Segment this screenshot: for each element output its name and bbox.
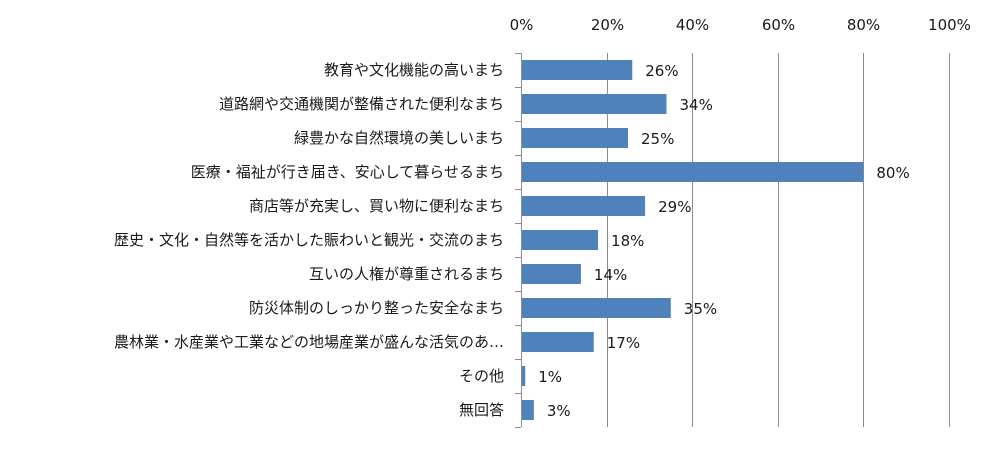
data-label: 3% xyxy=(547,402,571,420)
bar xyxy=(522,332,594,352)
data-label: 34% xyxy=(680,96,713,114)
x-tick-label: 60% xyxy=(762,16,795,34)
data-label: 18% xyxy=(611,232,644,250)
category-label: 歴史・文化・自然等を活かした賑わいと観光・交流のまち xyxy=(114,231,504,249)
bar xyxy=(522,60,633,80)
category-label: 商店等が充実し、買い物に便利なまち xyxy=(249,197,504,215)
x-tick-label: 0% xyxy=(510,16,534,34)
bar xyxy=(522,196,646,216)
category-label: 教育や文化機能の高いまち xyxy=(324,61,504,79)
data-label: 26% xyxy=(645,62,678,80)
category-label: 緑豊かな自然環境の美しいまち xyxy=(294,129,504,147)
bar xyxy=(522,264,581,284)
bar xyxy=(522,400,534,420)
category-label: 道路網や交通機関が整備された便利なまち xyxy=(219,95,504,113)
x-tick-label: 80% xyxy=(847,16,880,34)
data-label: 14% xyxy=(594,266,627,284)
bar xyxy=(522,230,599,250)
data-label: 29% xyxy=(658,198,691,216)
bar xyxy=(522,94,667,114)
category-label: 無回答 xyxy=(459,401,504,419)
bar xyxy=(522,298,671,318)
category-label: その他 xyxy=(459,367,504,385)
x-tick-label: 100% xyxy=(928,16,971,34)
grid-layer xyxy=(515,53,950,428)
bar-layer xyxy=(522,60,864,420)
data-label: 25% xyxy=(641,130,674,148)
category-label: 農林業・水産業や工業などの地場産業が盛んな活気のあ… xyxy=(114,333,504,351)
bar xyxy=(522,366,526,386)
bar xyxy=(522,128,628,148)
data-label: 80% xyxy=(876,164,909,182)
category-label: 防災体制のしっかり整った安全なまち xyxy=(249,299,504,317)
data-label: 17% xyxy=(607,334,640,352)
data-label: 35% xyxy=(684,300,717,318)
category-label: 互いの人権が尊重されるまち xyxy=(309,265,504,283)
x-tick-label: 40% xyxy=(676,16,709,34)
bar xyxy=(522,162,864,182)
label-layer: 0% 20% 40% 60% 80% 100% 教育や文化機能の高いまち 26% 道路網や交通機… xyxy=(114,16,971,420)
data-label: 1% xyxy=(538,368,562,386)
x-tick-label: 20% xyxy=(591,16,624,34)
category-label: 医療・福祉が行き届き、安心して暮らせるまち xyxy=(191,163,504,181)
